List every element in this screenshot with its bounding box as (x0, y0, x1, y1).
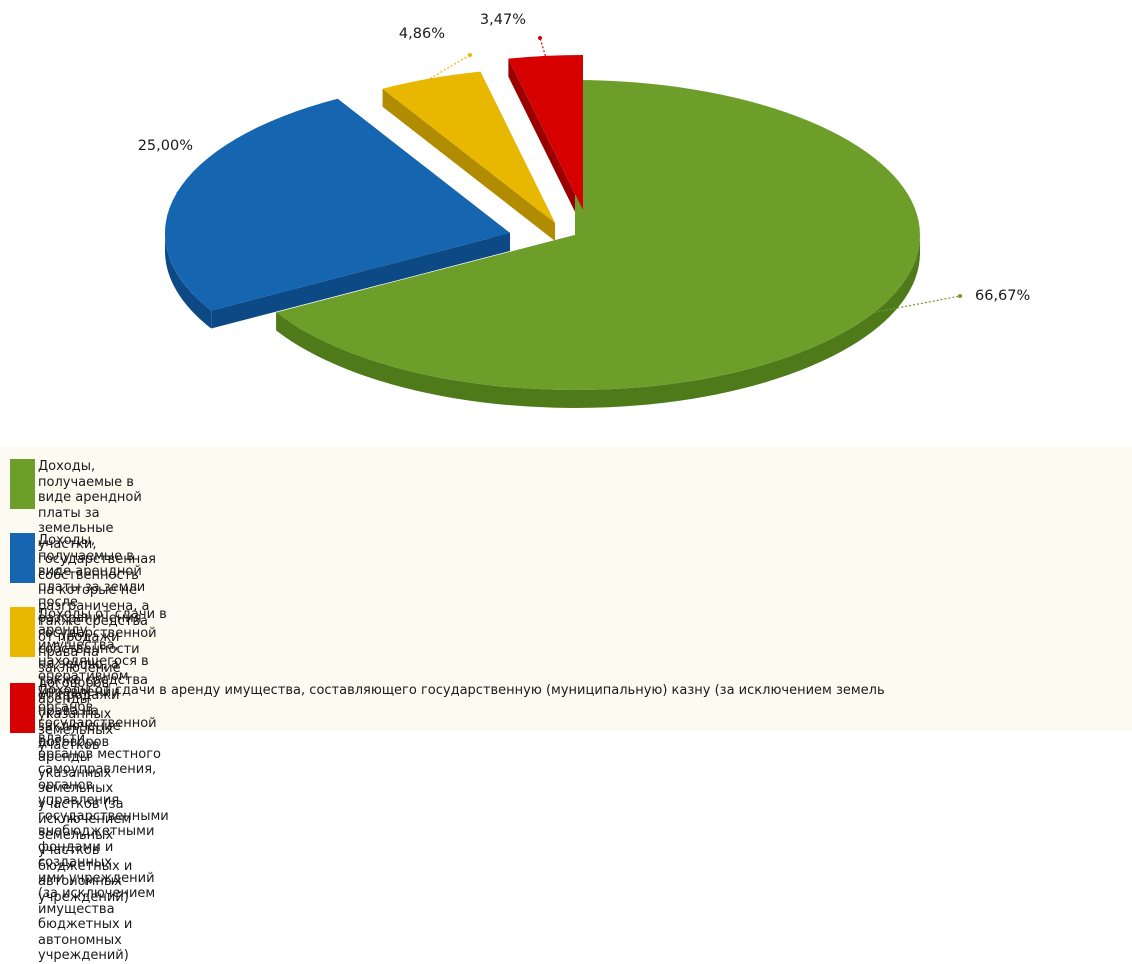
data-label-red: 3,47% (480, 12, 526, 28)
pie-slice-red (508, 55, 583, 210)
pie-slice-yellow (382, 71, 555, 223)
pie-slice-blue (165, 98, 510, 311)
pie-slice-side-blue (165, 233, 212, 329)
pie-slice-green (276, 80, 921, 390)
leader-dot-blue (238, 144, 242, 148)
legend-label-red: Доходы от сдачи в аренду имущества, сост… (38, 683, 885, 698)
legend-label-green: Доходы, получаемые в виде арендной платы… (38, 459, 156, 753)
pie-slice-wall-blue-0 (211, 233, 510, 329)
data-label-yellow: 4,86% (399, 26, 445, 42)
data-label-green: 66,67% (975, 288, 1030, 304)
legend-swatch-yellow (10, 607, 35, 657)
data-label-blue: 25,00% (138, 138, 193, 154)
leader-dot-green (958, 294, 962, 298)
pie-slice-wall-yellow-0 (382, 88, 555, 241)
pie-chart-svg: 66,67% 25,00% 4,86% 3,47% (138, 12, 1030, 409)
leader-line-red (539, 37, 547, 57)
legend-swatch-blue (10, 533, 35, 583)
pie-slice-wall-red-0 (508, 58, 583, 229)
leader-line-blue (176, 145, 241, 194)
leader-line-green (873, 295, 961, 314)
pie-chart: 66,67% 25,00% 4,86% 3,47% (0, 0, 1132, 430)
leader-dot-yellow (468, 53, 472, 57)
chart-legend: Доходы, получаемые в виде арендной платы… (0, 447, 1132, 963)
leader-dot-red (538, 36, 542, 40)
legend-label-yellow: Доходы от сдачи в аренду имущества, нахо… (38, 607, 169, 963)
legend-swatch-red (10, 683, 35, 733)
pie-data-labels: 66,67% 25,00% 4,86% 3,47% (138, 12, 1030, 314)
pie-tops (165, 55, 921, 390)
legend-swatch-green (10, 459, 35, 509)
